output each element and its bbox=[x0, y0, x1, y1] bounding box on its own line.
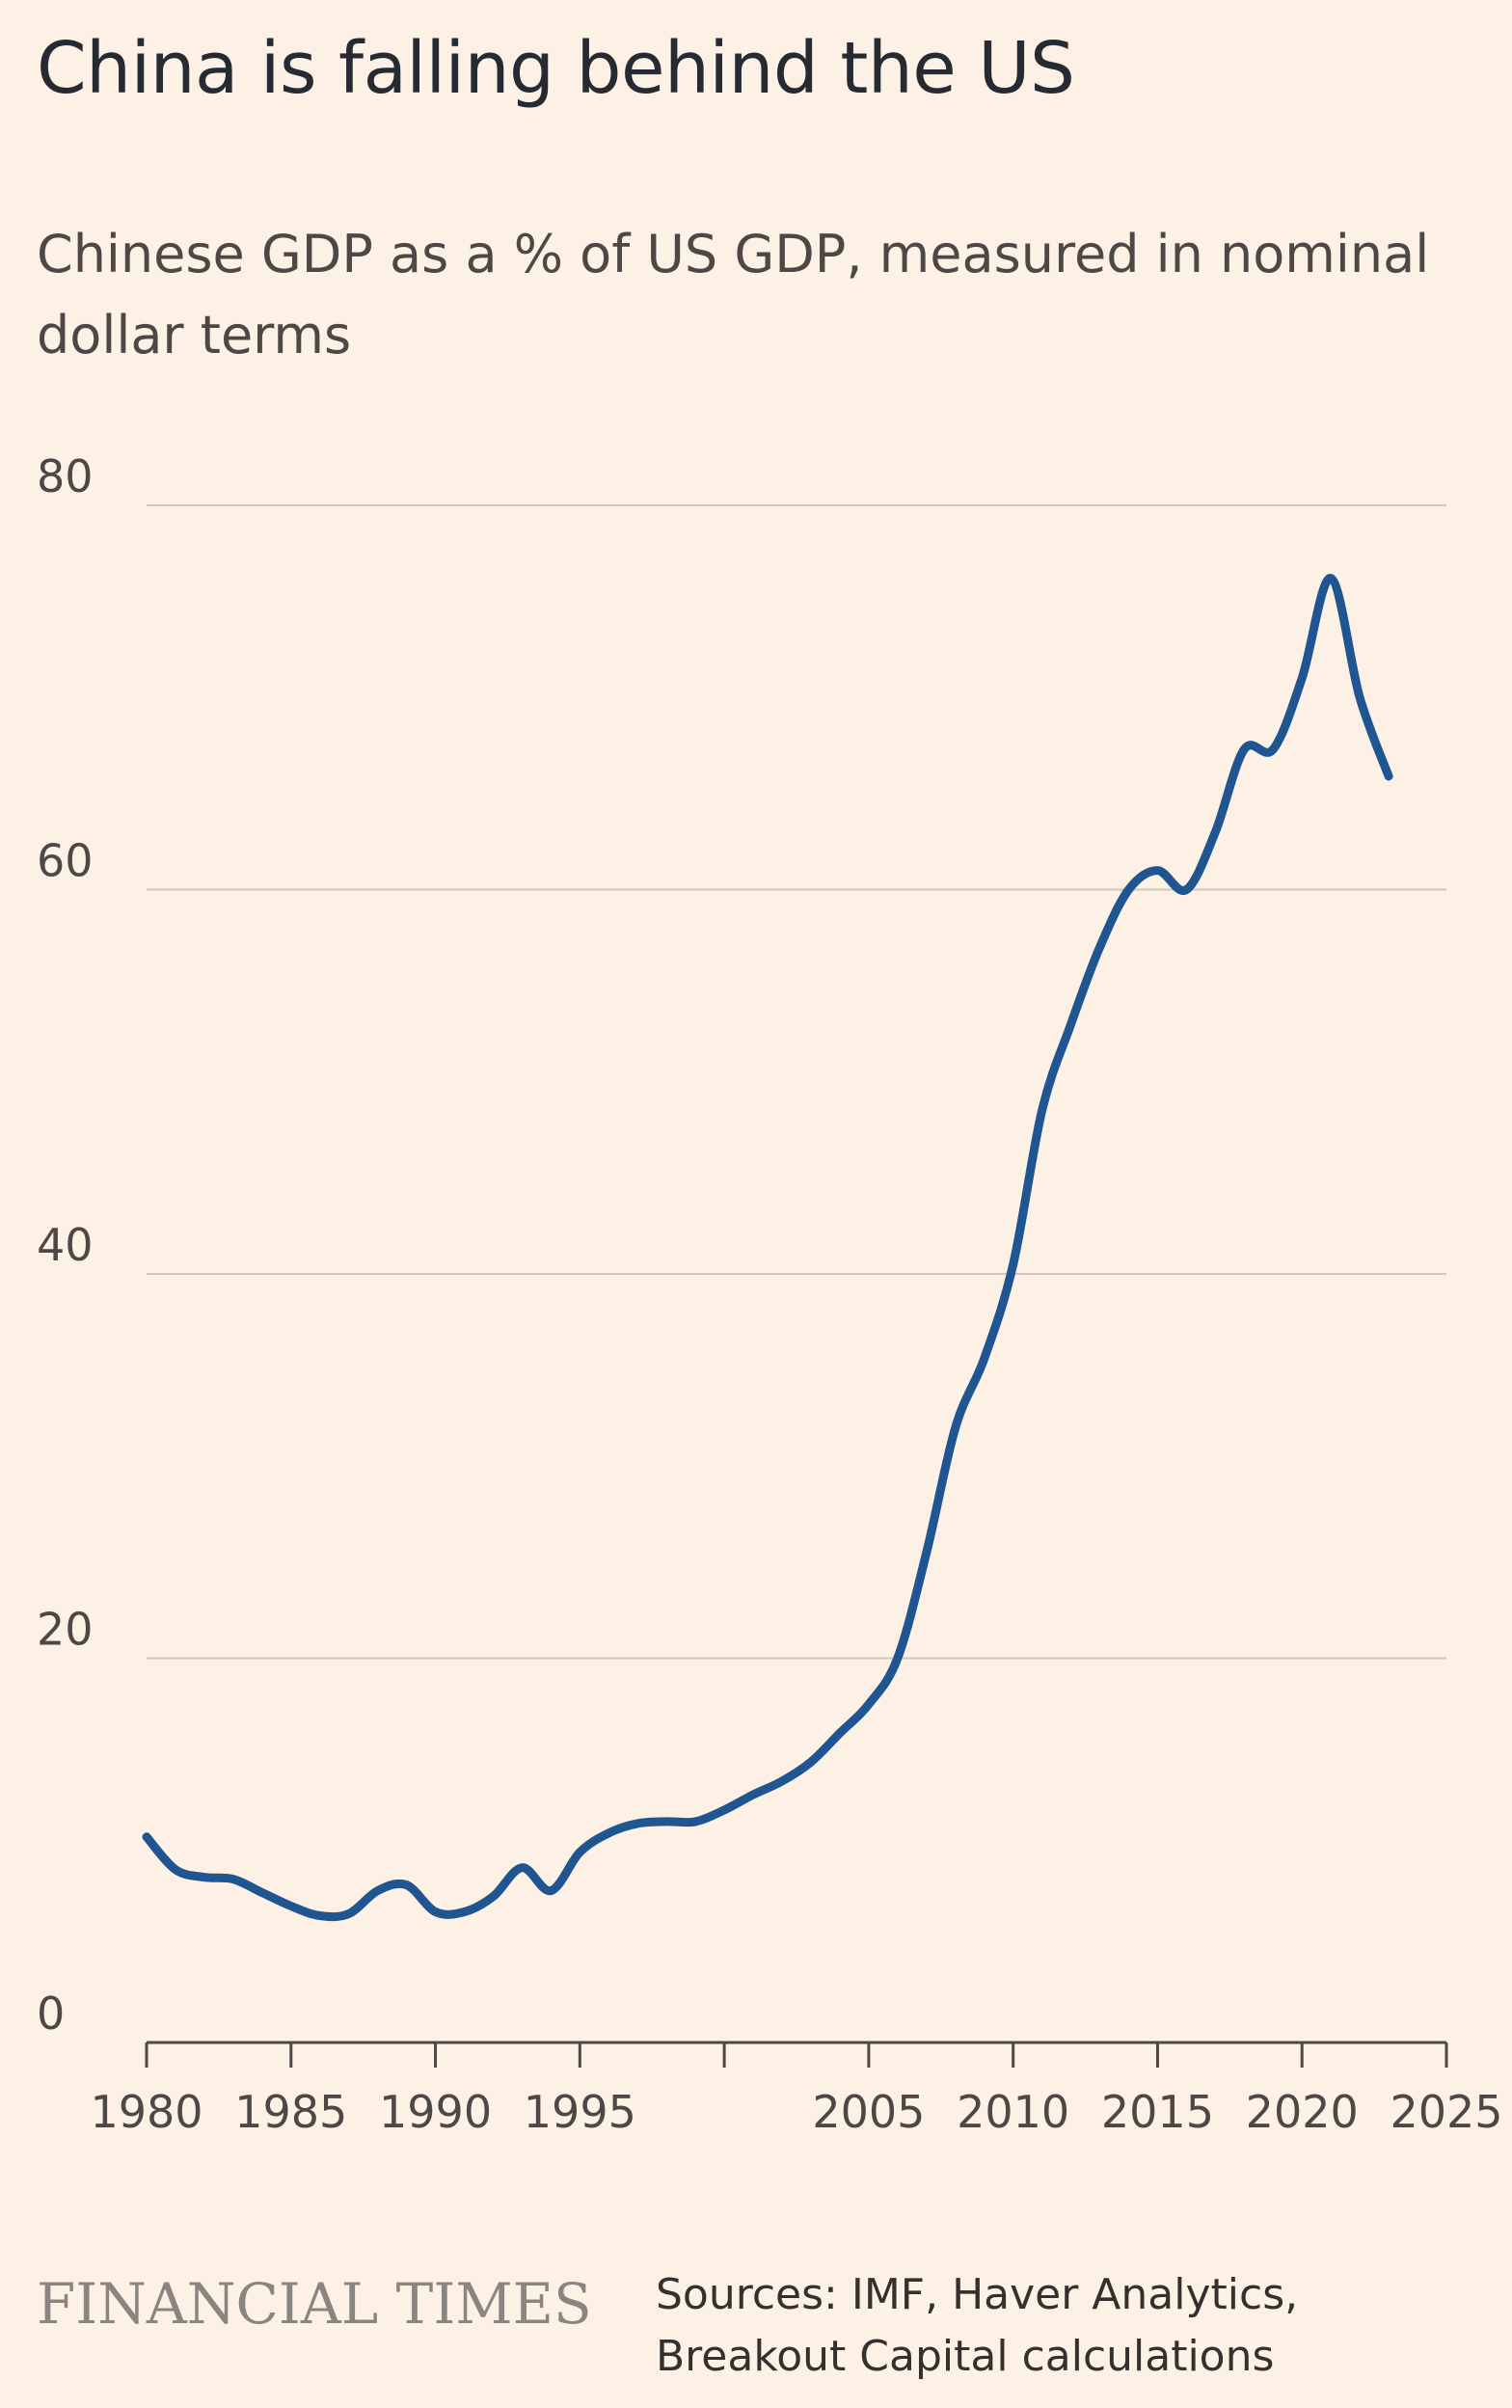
series-line bbox=[142, 574, 1393, 1922]
x-tick-label: 1985 bbox=[234, 2086, 347, 2138]
line-chart: 0 20 40 60 80 1980 1985 1990 1995 2005 2010 2015 20… bbox=[37, 450, 1503, 2138]
x-tick-label: 1990 bbox=[379, 2086, 492, 2138]
y-axis-tick-labels: 0 20 40 60 80 bbox=[37, 450, 94, 2040]
chart-subtitle: Chinese GDP as a % of US GDP, measured i… bbox=[37, 224, 1430, 365]
chart-title: China is falling behind the US bbox=[37, 27, 1075, 110]
y-tick-label: 0 bbox=[37, 1988, 65, 2040]
x-tick-label: 1980 bbox=[90, 2086, 202, 2138]
x-axis: 1980 1985 1990 1995 2005 2010 2015 2020 2025 bbox=[90, 2041, 1503, 2138]
x-tick-label: 2015 bbox=[1101, 2086, 1214, 2138]
x-tick-label: 2025 bbox=[1390, 2086, 1502, 2138]
x-tick-label: 2010 bbox=[957, 2086, 1069, 2138]
x-tick-label: 1995 bbox=[524, 2086, 636, 2138]
y-tick-label: 40 bbox=[37, 1219, 94, 1271]
x-tick-label: 2005 bbox=[812, 2086, 925, 2138]
y-tick-label: 60 bbox=[37, 835, 94, 887]
y-tick-label: 20 bbox=[37, 1604, 94, 1656]
series-layer bbox=[142, 574, 1393, 1922]
gridlines bbox=[147, 504, 1446, 1660]
y-tick-label: 80 bbox=[37, 450, 94, 502]
source-note: Sources: IMF, Haver Analytics, Breakout … bbox=[656, 2270, 1299, 2381]
x-tick-label: 2020 bbox=[1246, 2086, 1359, 2138]
financial-times-logo: FINANCIAL TIMES bbox=[37, 2271, 592, 2337]
